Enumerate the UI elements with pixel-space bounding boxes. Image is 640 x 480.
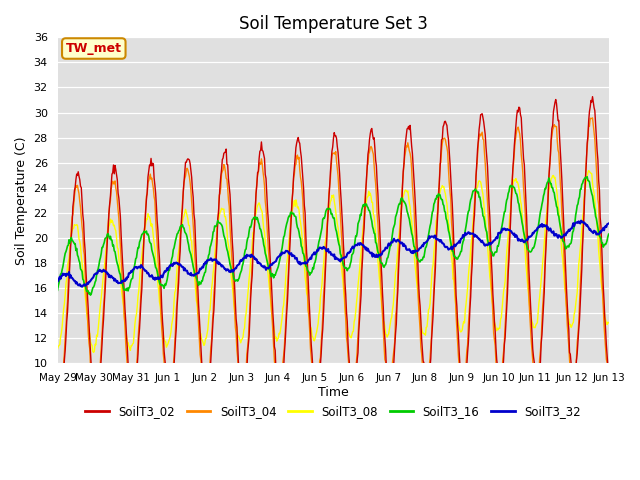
Title: Soil Temperature Set 3: Soil Temperature Set 3 <box>239 15 428 33</box>
Y-axis label: Soil Temperature (C): Soil Temperature (C) <box>15 136 28 264</box>
Legend: SoilT3_02, SoilT3_04, SoilT3_08, SoilT3_16, SoilT3_32: SoilT3_02, SoilT3_04, SoilT3_08, SoilT3_… <box>81 400 586 423</box>
Text: TW_met: TW_met <box>66 42 122 55</box>
X-axis label: Time: Time <box>317 386 348 399</box>
